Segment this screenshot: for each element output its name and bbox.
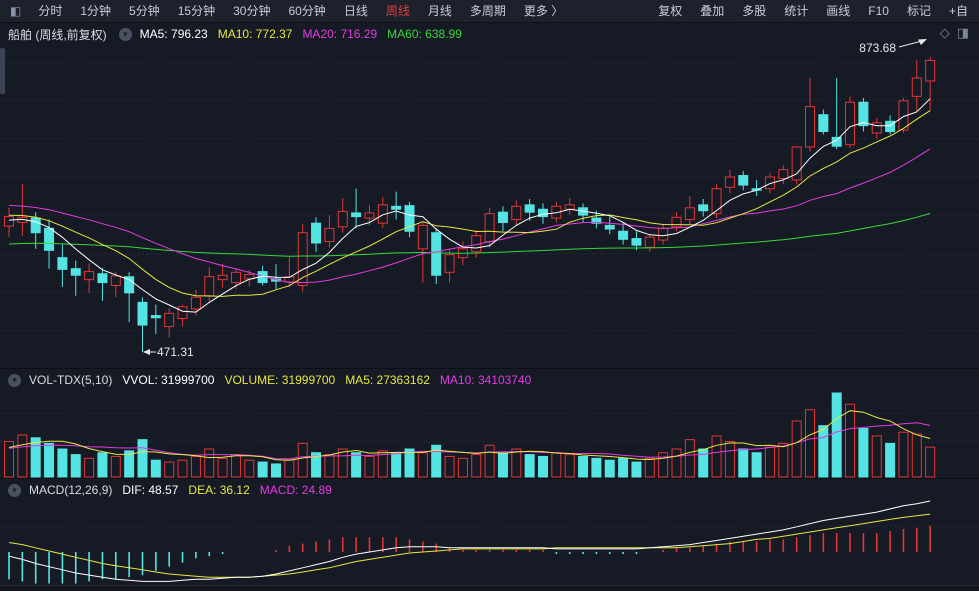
volume-values: VOL-TDX(5,10) VVOL: 31999700 VOLUME: 31999… [29, 373, 541, 387]
bottom-axis-strip [0, 585, 979, 591]
toolbar-action[interactable]: 统计 [784, 4, 809, 18]
toolbar-item[interactable]: 月线 [427, 4, 452, 18]
chevron-down-icon[interactable]: ▾ [8, 373, 21, 387]
toolbar-action[interactable]: 标记 [906, 4, 931, 18]
indicator-value-label: MA10: 34103740 [439, 373, 532, 387]
indicator-value-label: MACD: 24.89 [259, 483, 332, 497]
toolbar-action[interactable]: 画线 [826, 4, 851, 18]
layout-panel-right-icon[interactable]: ◨ [956, 25, 969, 40]
toolbar-item[interactable]: 30分钟 [233, 4, 271, 18]
indicator-value-label: DIF: 48.57 [122, 483, 179, 497]
period-toolbar: ◧ 分时 1分钟 5分钟 15分钟 30分钟 60分钟 日线 周线 月线 多周期 更多 〉 复权 叠加… [0, 0, 979, 23]
indicator-value-label: MACD(12,26,9) [29, 483, 113, 497]
svg-text:471.31: 471.31 [157, 345, 194, 359]
toolbar-item[interactable]: 1分钟 [80, 4, 112, 18]
left-scrollbar-thumb[interactable] [0, 48, 5, 94]
toolbar-item[interactable]: 5分钟 [129, 4, 160, 18]
toolbar-item[interactable]: 60分钟 [288, 4, 326, 18]
main-chart-canvas[interactable]: 471.31 873.68 [0, 22, 979, 368]
toolbar-item[interactable]: 多周期 [469, 4, 506, 18]
toolbar-action[interactable]: 多股 [742, 4, 767, 18]
volume-chart-canvas[interactable] [0, 390, 979, 478]
toolbar-action[interactable]: +自 [948, 4, 968, 18]
indicator-value-label: VVOL: 31999700 [122, 373, 215, 387]
indicator-value-label: DEA: 36.12 [188, 483, 250, 497]
layout-panel-left-icon[interactable]: ◧ [10, 4, 22, 18]
toolbar-item[interactable]: 15分钟 [177, 4, 216, 18]
toolbar-actions: 复权 叠加 多股 统计 画线 F10 标记 +自 [649, 0, 979, 22]
toolbar-item[interactable]: 更多 〉 [523, 4, 564, 18]
toolbar-item[interactable]: 周线 [385, 4, 410, 18]
diamond-marker-icon[interactable]: ◇ [939, 25, 950, 40]
volume-header: ▾ VOL-TDX(5,10) VVOL: 31999700 VOLUME: 319… [0, 368, 979, 391]
svg-text:873.68: 873.68 [859, 41, 896, 55]
toolbar-item[interactable]: 分时 [38, 4, 63, 18]
toolbar-action[interactable]: F10 [868, 4, 889, 18]
indicator-value-label: MA5: 27363162 [345, 373, 430, 387]
macd-chart-canvas[interactable] [0, 500, 979, 585]
chevron-down-icon[interactable]: ▾ [118, 27, 132, 41]
indicator-value-label: VOL-TDX(5,10) [29, 373, 113, 387]
period-toolbar-left: ◧ 分时 1分钟 5分钟 15分钟 30分钟 60分钟 日线 周线 月线 多周期 更多 〉 [0, 0, 649, 22]
toolbar-action[interactable]: 复权 [658, 4, 683, 18]
macd-header: ▾ MACD(12,26,9) DIF: 48.57 DEA: 36.12 MACD:… [0, 478, 979, 501]
period-tabs: 分时 1分钟 5分钟 15分钟 30分钟 60分钟 日线 周线 月线 多周期 更多 〉 [29, 0, 572, 22]
toolbar-item[interactable]: 日线 [343, 4, 368, 18]
macd-values: MACD(12,26,9) DIF: 48.57 DEA: 36.12 MACD: 2… [29, 483, 342, 497]
indicator-value-label: VOLUME: 31999700 [224, 373, 336, 387]
chart-corner-controls: ◇ ◨ [940, 25, 969, 41]
chevron-down-icon[interactable]: ▾ [8, 483, 21, 497]
toolbar-action[interactable]: 叠加 [700, 4, 725, 18]
